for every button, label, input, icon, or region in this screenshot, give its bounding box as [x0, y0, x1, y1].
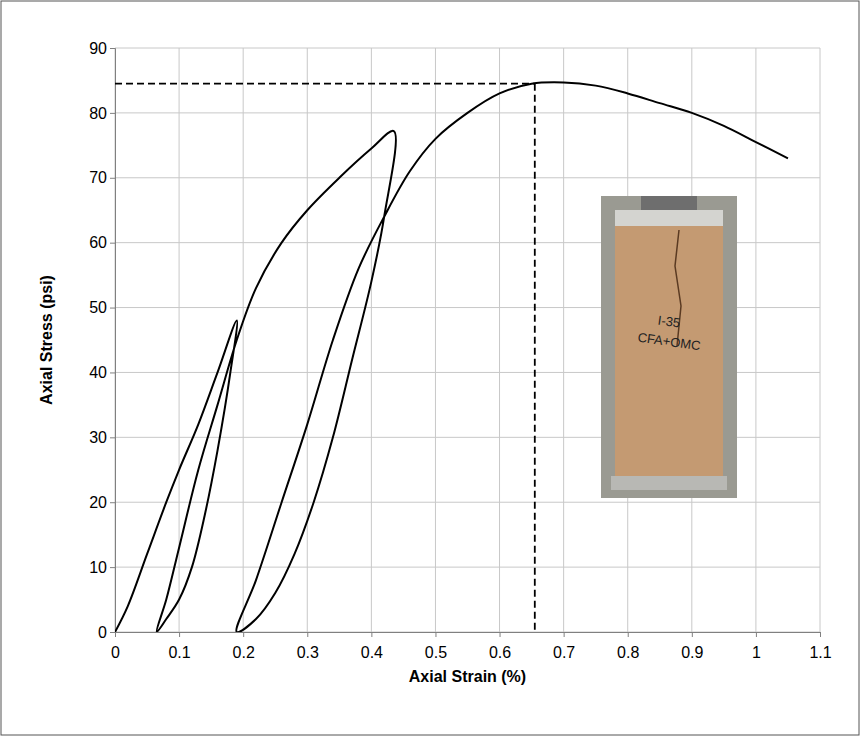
tick: 0.1 [168, 632, 190, 661]
x-axis: 0 0.1 0.2 0.3 0.4 0.5 0.6 0.7 0.8 0.9 1 1.1 [111, 632, 832, 661]
grid-line [563, 48, 564, 632]
tick: 20 [89, 494, 115, 511]
tick: 1 [752, 632, 761, 661]
tick-mark [110, 502, 115, 503]
grid-line [115, 502, 820, 503]
grid-line [755, 48, 756, 632]
tick-label: 50 [89, 299, 107, 316]
tick: 0 [111, 632, 120, 661]
tick-mark [371, 632, 372, 637]
tick-mark [820, 632, 821, 637]
grid-line [115, 177, 820, 178]
tick-label: 30 [89, 429, 107, 446]
grid-line [371, 48, 372, 632]
peak-strain-line [534, 84, 536, 632]
specimen [615, 226, 723, 476]
y-axis-title: Axial Stress (psi) [38, 275, 55, 405]
y-axis: 0 10 20 30 40 50 60 70 80 90 [89, 40, 115, 641]
load-piston [641, 196, 697, 210]
tick-label: 10 [89, 559, 107, 576]
tick-mark [243, 632, 244, 637]
tick: 30 [89, 429, 115, 446]
frame [1, 1, 859, 735]
specimen-label: I-35 [657, 313, 681, 331]
axis-line [110, 49, 116, 633]
tick-label: 70 [89, 169, 107, 186]
tick-mark [564, 632, 565, 637]
tick: 0.2 [233, 632, 255, 661]
tick-mark [756, 632, 757, 637]
plot: 0 0.1 0.2 0.3 0.4 0.5 0.6 0.7 0.8 0.9 1 1.1 0 10 20 30 4… [89, 40, 832, 661]
tick-mark [307, 632, 308, 637]
photo-background [601, 196, 737, 498]
tick-label: 0.4 [361, 644, 383, 661]
tick-mark [500, 632, 501, 637]
tick-label: 1 [752, 644, 761, 661]
tick: 0.3 [297, 632, 319, 661]
tick-label: 0.6 [489, 644, 511, 661]
tick-mark [110, 178, 115, 179]
tick-label: 0.8 [617, 644, 639, 661]
tick-label: 0.1 [168, 644, 190, 661]
axis-line [116, 633, 821, 638]
tick: 10 [89, 559, 115, 576]
tick-label: 0.5 [425, 644, 447, 661]
tick-mark [110, 437, 115, 438]
tick: 1.1 [809, 632, 831, 661]
top-cap [615, 210, 723, 226]
tick-label: 80 [89, 105, 107, 122]
tick: 0.6 [489, 632, 511, 661]
tick-mark [628, 632, 629, 637]
tick-label: 0.3 [297, 644, 319, 661]
tick-mark [435, 632, 436, 637]
specimen-photo: I-35CFA+OMC [601, 196, 737, 498]
tick-label: 0.9 [681, 644, 703, 661]
grid-line [243, 48, 244, 632]
tick: 0.9 [681, 632, 703, 661]
grid-line [435, 48, 436, 632]
chart: 0 0.1 0.2 0.3 0.4 0.5 0.6 0.7 0.8 0.9 1 1.1 0 10 20 30 4… [0, 0, 862, 738]
tick-mark [179, 632, 180, 637]
tick-mark [110, 372, 115, 373]
tick: 70 [89, 169, 115, 186]
tick: 0.8 [617, 632, 639, 661]
tick-mark [110, 567, 115, 568]
tick: 0 [98, 624, 115, 641]
tick-label: 90 [89, 40, 107, 57]
tick: 60 [89, 234, 115, 251]
specimen-label: CFA+OMC [637, 330, 702, 354]
peak-stress-line [115, 83, 535, 85]
tick: 50 [89, 299, 115, 316]
tick-mark [110, 632, 115, 633]
tick: 40 [89, 364, 115, 381]
grid-line [307, 48, 308, 632]
grid-line [115, 567, 820, 568]
grid [115, 48, 820, 632]
tick-label: 60 [89, 234, 107, 251]
tick-label: 0 [111, 644, 120, 661]
base-plate [611, 476, 727, 490]
tick: 80 [89, 105, 115, 122]
tick-mark [110, 308, 115, 309]
marks [115, 82, 788, 632]
tick-mark [692, 632, 693, 637]
tick: 90 [89, 40, 115, 57]
tick: 0.4 [361, 632, 383, 661]
tick-label: 0.7 [553, 644, 575, 661]
grid-line [499, 48, 500, 632]
grid-line [115, 48, 820, 49]
x-axis-title: Axial Strain (%) [409, 668, 526, 685]
tick: 0.7 [553, 632, 575, 661]
tick-label: 20 [89, 494, 107, 511]
tick-label: 40 [89, 364, 107, 381]
tick: 0.5 [425, 632, 447, 661]
tick-mark [110, 243, 115, 244]
tick-mark [110, 113, 115, 114]
tick-label: 0.2 [233, 644, 255, 661]
tick-label: 1.1 [809, 644, 831, 661]
stress-strain-curve [115, 82, 788, 632]
tick-mark [110, 48, 115, 49]
grid-line [820, 48, 821, 632]
tick-label: 0 [98, 624, 107, 641]
